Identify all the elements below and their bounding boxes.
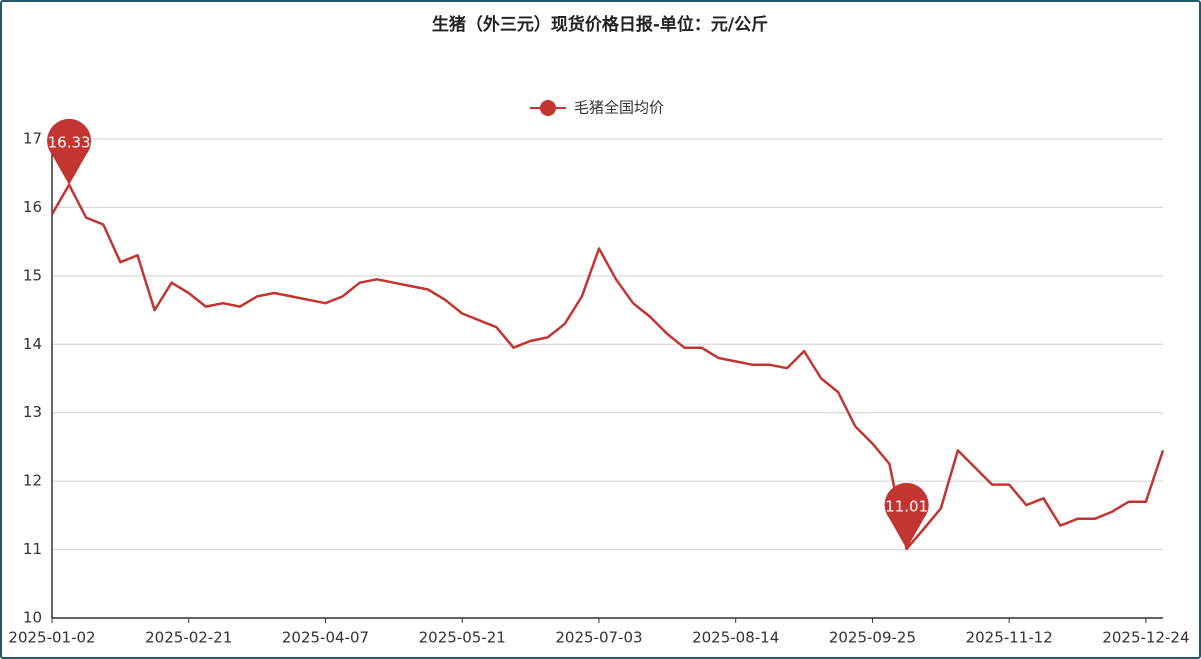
y-tick-label: 15 (23, 266, 42, 284)
chart-title: 生猪（外三元）现货价格日报-单位：元/公斤 (432, 14, 768, 35)
y-tick-label: 13 (23, 403, 42, 421)
x-tick-label: 2025-02-21 (145, 629, 232, 647)
pin-shape (884, 482, 929, 549)
y-tick-label: 17 (23, 130, 42, 148)
legend-label: 毛猪全国均价 (574, 99, 664, 117)
x-tick-label: 2025-08-14 (692, 629, 779, 647)
x-tick-label: 2025-04-07 (282, 629, 369, 647)
pin-shape (47, 118, 92, 185)
x-tick-label: 2025-07-03 (555, 629, 642, 647)
line-series (50, 183, 1165, 551)
pin-label: 16.33 (48, 133, 91, 151)
x-tick-label: 2025-01-02 (8, 629, 95, 647)
y-tick-label: 16 (23, 198, 42, 216)
legend-marker (540, 100, 556, 116)
pin-label: 11.01 (885, 497, 928, 515)
mark-pin: 11.01 (884, 482, 929, 549)
x-tick-label: 2025-11-12 (966, 629, 1053, 647)
x-tick-label: 2025-09-25 (829, 629, 916, 647)
y-tick-label: 12 (23, 472, 42, 490)
mark-pin: 16.33 (47, 118, 92, 185)
x-tick-label: 2025-12-24 (1102, 629, 1189, 647)
y-tick-label: 14 (23, 335, 42, 353)
x-tick-label: 2025-05-21 (419, 629, 506, 647)
y-tick-label: 11 (23, 540, 42, 558)
y-tick-label: 10 (23, 609, 42, 627)
